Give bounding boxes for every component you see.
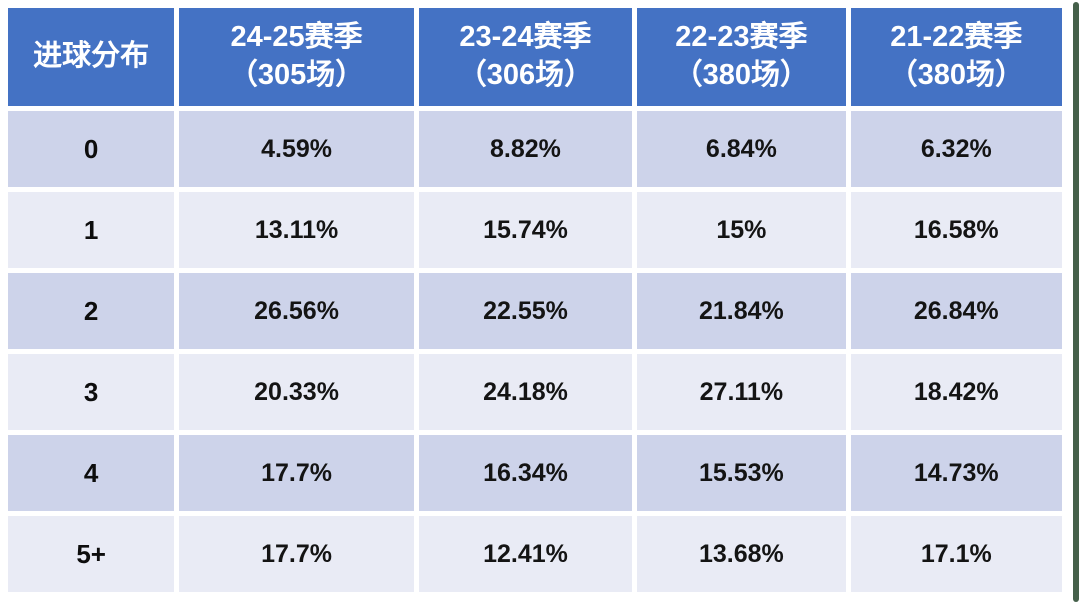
table-cell: 21.84% bbox=[637, 273, 846, 349]
table-cell: 16.58% bbox=[850, 192, 1062, 268]
matches-label: （305场） bbox=[228, 59, 365, 91]
table-cell: 15.53% bbox=[637, 435, 846, 511]
table-cell: 4.59% bbox=[179, 111, 414, 187]
table-cell: 22.55% bbox=[418, 273, 633, 349]
table-cell: 13.68% bbox=[637, 516, 846, 592]
column-header-season-24-25: 24-25赛季 （305场） bbox=[179, 8, 414, 106]
table-cell: 6.32% bbox=[850, 111, 1062, 187]
matches-label: （380场） bbox=[888, 59, 1024, 91]
table-row-goals-2: 2 26.56% 22.55% 21.84% 26.84% bbox=[8, 273, 1062, 349]
table-row-goals-0: 0 4.59% 8.82% 6.84% 6.32% bbox=[8, 111, 1062, 187]
row-label: 4 bbox=[8, 435, 175, 511]
header-row: 进球分布 24-25赛季 （305场） 23-24赛季 （306场） 22-23… bbox=[8, 8, 1062, 106]
table-cell: 26.84% bbox=[850, 273, 1062, 349]
table-cell: 17.1% bbox=[850, 516, 1062, 592]
right-edge-strip bbox=[1073, 2, 1079, 602]
season-label: 22-23赛季 bbox=[675, 21, 808, 54]
table-cell: 15% bbox=[637, 192, 846, 268]
column-header-season-21-22: 21-22赛季 （380场） bbox=[850, 8, 1062, 106]
matches-label: （380场） bbox=[673, 59, 810, 91]
table-cell: 12.41% bbox=[418, 516, 633, 592]
row-label: 3 bbox=[8, 354, 175, 430]
table-row-goals-1: 1 13.11% 15.74% 15% 16.58% bbox=[8, 192, 1062, 268]
matches-label: （306场） bbox=[457, 59, 594, 91]
table-cell: 24.18% bbox=[418, 354, 633, 430]
table-cell: 13.11% bbox=[179, 192, 414, 268]
column-header-season-23-24: 23-24赛季 （306场） bbox=[418, 8, 633, 106]
row-label: 2 bbox=[8, 273, 175, 349]
table-row-goals-3: 3 20.33% 24.18% 27.11% 18.42% bbox=[8, 354, 1062, 430]
corner-header-label: 进球分布 bbox=[33, 40, 150, 73]
table-cell: 16.34% bbox=[418, 435, 633, 511]
season-label: 23-24赛季 bbox=[459, 21, 592, 54]
table-cell: 20.33% bbox=[179, 354, 414, 430]
row-label: 1 bbox=[8, 192, 175, 268]
table-cell: 17.7% bbox=[179, 516, 414, 592]
table-cell: 17.7% bbox=[179, 435, 414, 511]
table-cell: 14.73% bbox=[850, 435, 1062, 511]
table-cell: 26.56% bbox=[179, 273, 414, 349]
table-cell: 18.42% bbox=[850, 354, 1062, 430]
column-header-season-22-23: 22-23赛季 （380场） bbox=[637, 8, 846, 106]
season-label: 21-22赛季 bbox=[890, 21, 1023, 54]
table-row-goals-4: 4 17.7% 16.34% 15.53% 14.73% bbox=[8, 435, 1062, 511]
season-label: 24-25赛季 bbox=[230, 21, 363, 54]
goals-distribution-table: 进球分布 24-25赛季 （305场） 23-24赛季 （306场） 22-23… bbox=[3, 3, 1067, 597]
table-cell: 8.82% bbox=[418, 111, 633, 187]
row-label: 0 bbox=[8, 111, 175, 187]
row-label: 5+ bbox=[8, 516, 175, 592]
table-cell: 6.84% bbox=[637, 111, 846, 187]
corner-header-goal-distribution: 进球分布 bbox=[8, 8, 175, 106]
table-row-goals-5plus: 5+ 17.7% 12.41% 13.68% 17.1% bbox=[8, 516, 1062, 592]
table-cell: 27.11% bbox=[637, 354, 846, 430]
table-cell: 15.74% bbox=[418, 192, 633, 268]
